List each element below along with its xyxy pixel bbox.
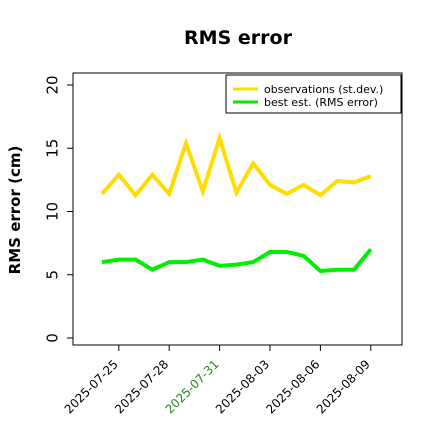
best-estimate-line (101, 248, 373, 274)
y-axis: 0 5 10 15 20 (43, 75, 73, 343)
plot-frame (72, 72, 403, 346)
x-tick-label: 2025-08-09 (314, 357, 373, 416)
chart-title: RMS error (184, 27, 293, 49)
legend-label-best-estimate: best est. (RMS error) (264, 96, 378, 109)
observations-line (100, 131, 372, 199)
x-axis: 2025-07-252025-07-282025-07-312025-08-03… (62, 345, 373, 416)
y-tick-label: 0 (43, 333, 61, 343)
y-tick-label: 10 (43, 202, 61, 221)
series-layer (100, 131, 373, 274)
legend-box (225, 74, 402, 114)
legend: observations (st.dev.) best est. (RMS er… (225, 74, 402, 114)
legend-label-observations: observations (st.dev.) (264, 83, 383, 96)
y-axis-label: RMS error (cm) (6, 146, 24, 275)
y-tick-label: 5 (43, 270, 61, 280)
y-tick-label: 15 (43, 139, 61, 158)
y-tick-label: 20 (43, 75, 61, 94)
